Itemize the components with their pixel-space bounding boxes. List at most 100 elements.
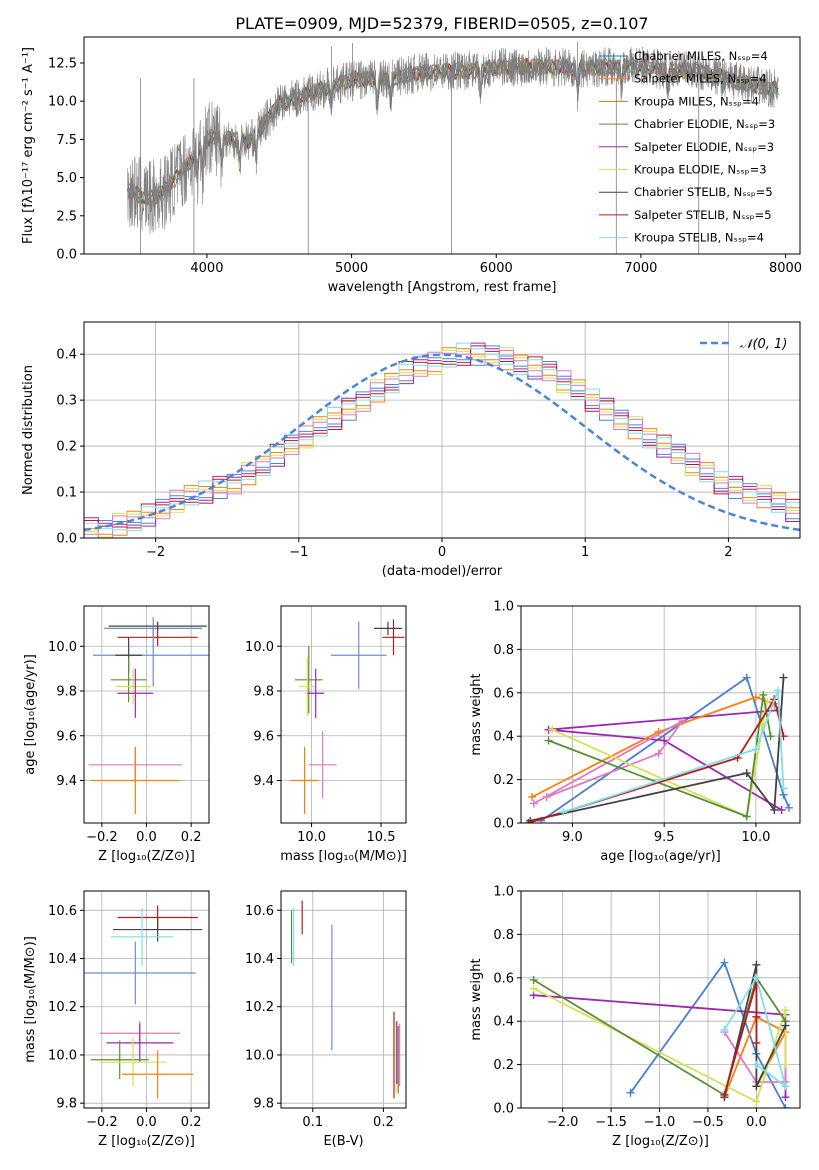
y-tick-label: 0.4 <box>56 348 77 363</box>
weight-marker <box>781 1021 790 1030</box>
y-tick-label: 0.2 <box>493 773 514 788</box>
plot-area <box>281 891 406 1108</box>
weight-series-line <box>551 701 768 818</box>
plot-area <box>521 606 800 823</box>
weight-series-line <box>548 694 772 818</box>
y-tick-label: 0.2 <box>493 1058 514 1073</box>
weight-marker <box>759 690 768 699</box>
weight-marker <box>779 673 788 682</box>
axes-frame <box>520 605 801 824</box>
weight-marker <box>529 975 538 984</box>
chart-title: PLATE=0909, MJD=52379, FIBERID=0505, z=0… <box>235 14 648 33</box>
x-tick-label: 8000 <box>769 261 802 276</box>
x-tick-label: 10.0 <box>741 830 770 845</box>
weight-marker <box>770 805 779 814</box>
y-tick-label: 10.2 <box>245 1000 274 1015</box>
weight-marker <box>752 1038 761 1047</box>
y-tick-label: 0.4 <box>493 730 514 745</box>
weight-marker <box>720 958 729 967</box>
y-tick-label: 9.8 <box>56 1097 77 1112</box>
x-tick-label: −1.0 <box>644 1115 676 1130</box>
x-axis-label: mass [log₁₀(M/M⊙)] <box>280 849 407 864</box>
x-tick-label: 5000 <box>335 261 368 276</box>
weight-marker <box>779 784 788 793</box>
x-axis-label: (data-model)/error <box>382 564 503 579</box>
weight-marker <box>542 792 551 801</box>
legend-label: Chabrier MILES, Nₛₛₚ=4 <box>634 49 768 63</box>
x-tick-label: 1 <box>581 545 589 560</box>
x-tick-label: −0.2 <box>86 830 118 845</box>
weight-marker <box>781 1104 790 1108</box>
x-tick-label: 2 <box>724 545 732 560</box>
x-tick-label: −0.5 <box>692 1115 724 1130</box>
y-tick-label: 0.0 <box>56 532 77 547</box>
weight-marker <box>773 686 782 695</box>
x-axis-label: wavelength [Angstrom, rest frame] <box>328 280 557 295</box>
weight-marker <box>720 1025 729 1034</box>
y-tick-label: 9.8 <box>253 685 274 700</box>
weight-marker <box>752 1097 761 1106</box>
legend-label: Kroupa MILES, Nₛₛₚ=4 <box>634 94 759 108</box>
legend-label: Salpeter MILES, Nₛₛₚ=4 <box>634 72 767 86</box>
x-tick-label: 0.2 <box>373 1115 394 1130</box>
x-tick-label: 6000 <box>480 261 513 276</box>
weight-marker <box>766 732 775 741</box>
x-tick-label: 0 <box>438 545 446 560</box>
weight-marker <box>720 1090 729 1099</box>
legend-label: Kroupa ELODIE, Nₛₛₚ=3 <box>634 163 767 177</box>
weight-marker <box>528 792 537 801</box>
weight-marker <box>654 749 663 758</box>
y-tick-label: 7.5 <box>56 133 77 148</box>
y-tick-label: 0.8 <box>493 643 514 658</box>
weight-marker <box>529 984 538 993</box>
weight-marker <box>784 803 793 812</box>
y-axis-label: mass [log₁₀(M/M⊙)] <box>23 936 38 1063</box>
x-tick-label: 0.1 <box>302 1115 323 1130</box>
y-tick-label: 1.0 <box>493 885 514 900</box>
y-tick-label: 10.0 <box>245 1048 274 1063</box>
y-axis-label: Normed distribution <box>21 365 36 495</box>
y-tick-label: 0.2 <box>56 440 77 455</box>
weight-marker <box>777 805 786 814</box>
weight-series-line <box>548 709 783 811</box>
plot-area <box>281 606 406 823</box>
x-tick-label: 10.5 <box>367 830 396 845</box>
plot-area <box>84 891 209 1108</box>
weight-series-line <box>723 981 758 1096</box>
y-tick-label: 9.6 <box>253 729 274 744</box>
legend-label: Kroupa STELIB, Nₛₛₚ=4 <box>634 231 764 245</box>
y-tick-label: 10.0 <box>48 640 77 655</box>
weight-marker <box>742 673 751 682</box>
weight-marker <box>742 812 751 821</box>
legend-label: Chabrier STELIB, Nₛₛₚ=5 <box>634 185 773 199</box>
x-tick-label: 0.2 <box>181 1115 202 1130</box>
weight-marker <box>626 1088 635 1097</box>
y-axis-label: mass weight <box>469 673 484 755</box>
x-tick-label: 0.2 <box>181 830 202 845</box>
y-tick-label: 0.0 <box>493 817 514 832</box>
normal-curve <box>84 353 800 532</box>
y-tick-label: 10.6 <box>245 904 274 919</box>
panel-mass-vs-z: −0.2 0.0 0.2 9.8 10.0 10.2 10.4 10.6 Z [log₁₀(Z/… <box>23 890 210 1149</box>
y-tick-label: 10.0 <box>48 95 77 110</box>
weight-marker <box>781 1060 790 1069</box>
legend-label: Salpeter STELIB, Nₛₛₚ=5 <box>634 208 772 222</box>
y-tick-label: 0.1 <box>56 486 77 501</box>
weight-marker <box>752 1012 761 1021</box>
x-axis-label: Z [log₁₀(Z/Z⊙)] <box>98 849 195 864</box>
plot-area <box>84 606 209 823</box>
x-tick-label: 10.0 <box>297 830 326 845</box>
y-tick-label: 9.8 <box>253 1097 274 1112</box>
residual-histogram <box>84 350 800 538</box>
y-tick-label: 12.5 <box>48 56 77 71</box>
x-axis-label: E(B-V) <box>323 1134 363 1149</box>
y-tick-label: 10.0 <box>48 1048 77 1063</box>
panel-age-vs-mass: 10.0 10.5 9.4 9.6 9.8 10.0 mass [log₁₀(M/M⊙)] <box>245 605 407 864</box>
weight-marker <box>751 693 760 702</box>
y-tick-label: 9.8 <box>56 685 77 700</box>
weight-series-line <box>723 975 788 1089</box>
panel-mass-vs-ebv: 0.1 0.2 9.8 10.0 10.2 10.4 10.6 E(B-V) <box>245 890 407 1149</box>
y-tick-label: 10.4 <box>48 952 77 967</box>
weight-marker <box>660 736 669 745</box>
